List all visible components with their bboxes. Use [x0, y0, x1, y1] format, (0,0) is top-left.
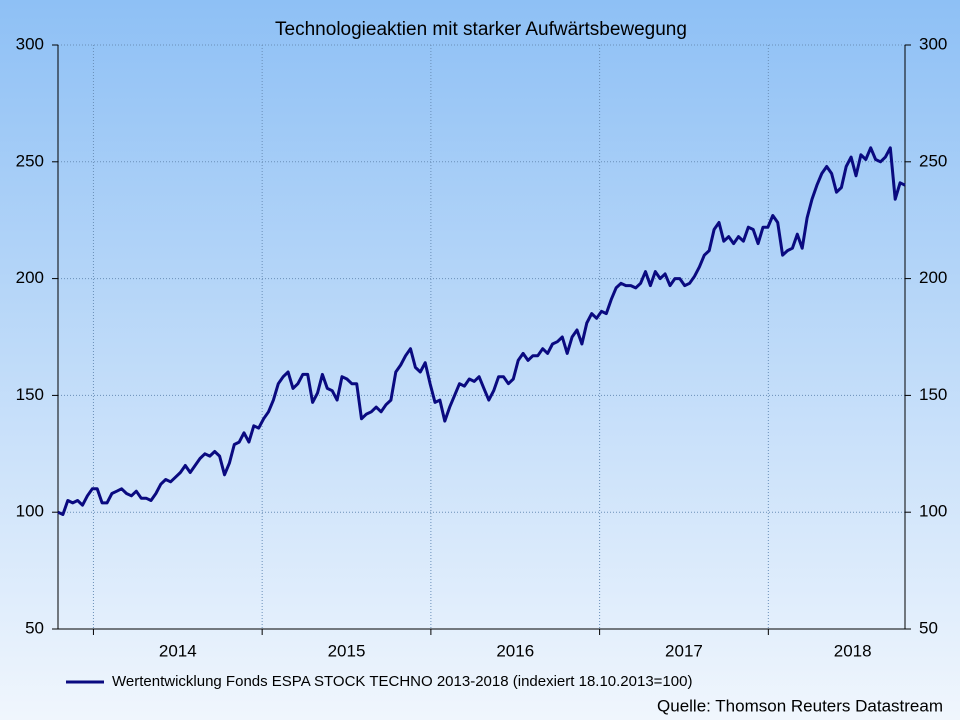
y-tick-label: 250	[16, 151, 44, 170]
x-tick-label: 2016	[496, 641, 534, 660]
x-tick-label: 2015	[328, 641, 366, 660]
y2-tick-label: 250	[919, 151, 947, 170]
y2-tick-label: 100	[919, 502, 947, 521]
x-tick-label: 2014	[159, 641, 197, 660]
y2-tick-label: 50	[919, 618, 938, 637]
chart-title: Technologieaktien mit starker Aufwärtsbe…	[275, 19, 687, 40]
series-line	[57, 146, 906, 516]
y-tick-label: 200	[16, 268, 44, 287]
x-tick-label: 2017	[665, 641, 703, 660]
y2-tick-label: 150	[919, 385, 947, 404]
source: Quelle: Thomson Reuters Datastream	[657, 696, 943, 715]
y2-tick-label: 200	[919, 268, 947, 287]
y-tick-label: 100	[16, 502, 44, 521]
y-tick-label: 150	[16, 385, 44, 404]
y-tick-label: 50	[25, 618, 44, 637]
y2-tick-label: 300	[919, 34, 947, 53]
legend-label: Wertentwicklung Fonds ESPA STOCK TECHNO …	[112, 673, 692, 690]
x-tick-label: 2018	[834, 641, 872, 660]
y-tick-label: 300	[16, 34, 44, 53]
